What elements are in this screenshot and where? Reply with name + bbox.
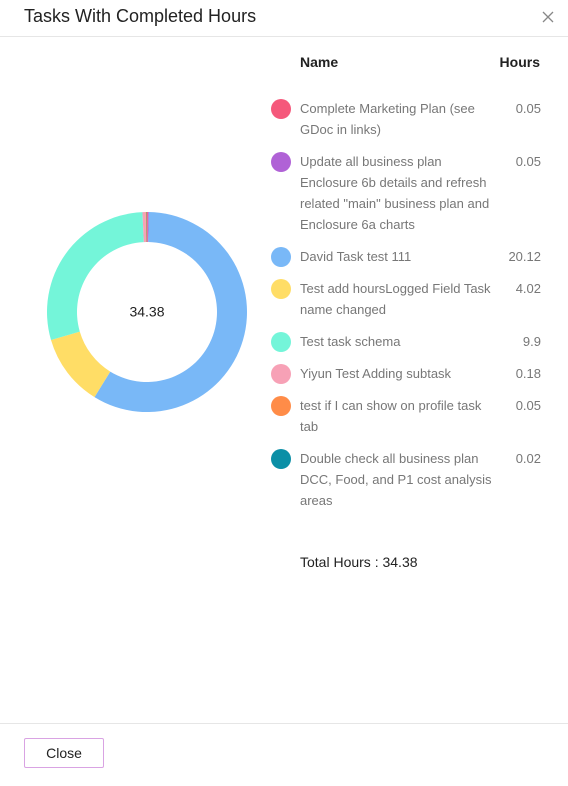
column-header: Hours [499, 54, 540, 70]
donut-slice [147, 212, 148, 243]
column-header: Name [300, 54, 339, 70]
task-row: Yiyun Test Adding subtask 0.18 [271, 364, 541, 384]
task-hours: 0.02 [515, 451, 541, 466]
total-hours: Total Hours : 34.38 [300, 554, 418, 570]
legend-dot [271, 364, 291, 384]
task-row: Test task schema 9.9 [271, 332, 541, 352]
task-row: Double check all business plan DCC, Food… [271, 449, 541, 511]
task-hours: 0.18 [515, 366, 541, 381]
task-name: Test add hoursLogged Field Task name cha… [300, 281, 491, 317]
task-name: test if I can show on profile task tab [300, 398, 482, 434]
legend-dot [271, 279, 291, 299]
donut-slice [50, 331, 111, 398]
legend-dot [271, 152, 291, 172]
task-name: David Task test 111 [300, 249, 412, 264]
legend-dot [271, 99, 291, 119]
task-row: Update all business plan Enclosure 6b de… [271, 152, 541, 235]
legend-dot [271, 247, 291, 267]
task-hours: 0.05 [515, 154, 541, 169]
divider [0, 723, 568, 724]
donut-slice [142, 212, 147, 243]
divider [0, 36, 568, 37]
legend-dot [271, 449, 291, 469]
task-name: Yiyun Test Adding subtask [300, 366, 452, 381]
task-row: Test add hoursLogged Field Task name cha… [271, 279, 541, 320]
task-list: Complete Marketing Plan (see GDoc in lin… [271, 99, 541, 523]
task-row: test if I can show on profile task tab 0.… [271, 396, 541, 437]
close-icon[interactable] [540, 9, 556, 25]
legend-dot [271, 332, 291, 352]
task-row: Complete Marketing Plan (see GDoc in lin… [271, 99, 541, 140]
center-label: 34.38 [129, 304, 164, 320]
task-name: Update all business plan Enclosure 6b de… [300, 154, 490, 232]
donut-chart: 34.38 [47, 212, 248, 412]
dialog-title: Tasks With Completed Hours [24, 6, 257, 26]
task-hours: 0.05 [515, 398, 541, 413]
donut-slice [94, 212, 248, 412]
donut-slice [147, 212, 149, 243]
task-hours: 20.12 [508, 249, 541, 264]
task-hours: 4.02 [515, 281, 541, 296]
task-row: David Task test 111 20.12 [271, 247, 541, 267]
task-hours: 9.9 [522, 334, 541, 349]
task-name: Test task schema [300, 334, 401, 349]
task-name: Double check all business plan DCC, Food… [300, 451, 492, 508]
legend-dot [271, 396, 291, 416]
donut-slice [145, 212, 147, 243]
close-button[interactable]: Close [24, 738, 104, 768]
donut-slice [47, 212, 144, 340]
task-hours: 0.05 [515, 101, 541, 116]
task-name: Complete Marketing Plan (see GDoc in lin… [300, 101, 475, 137]
